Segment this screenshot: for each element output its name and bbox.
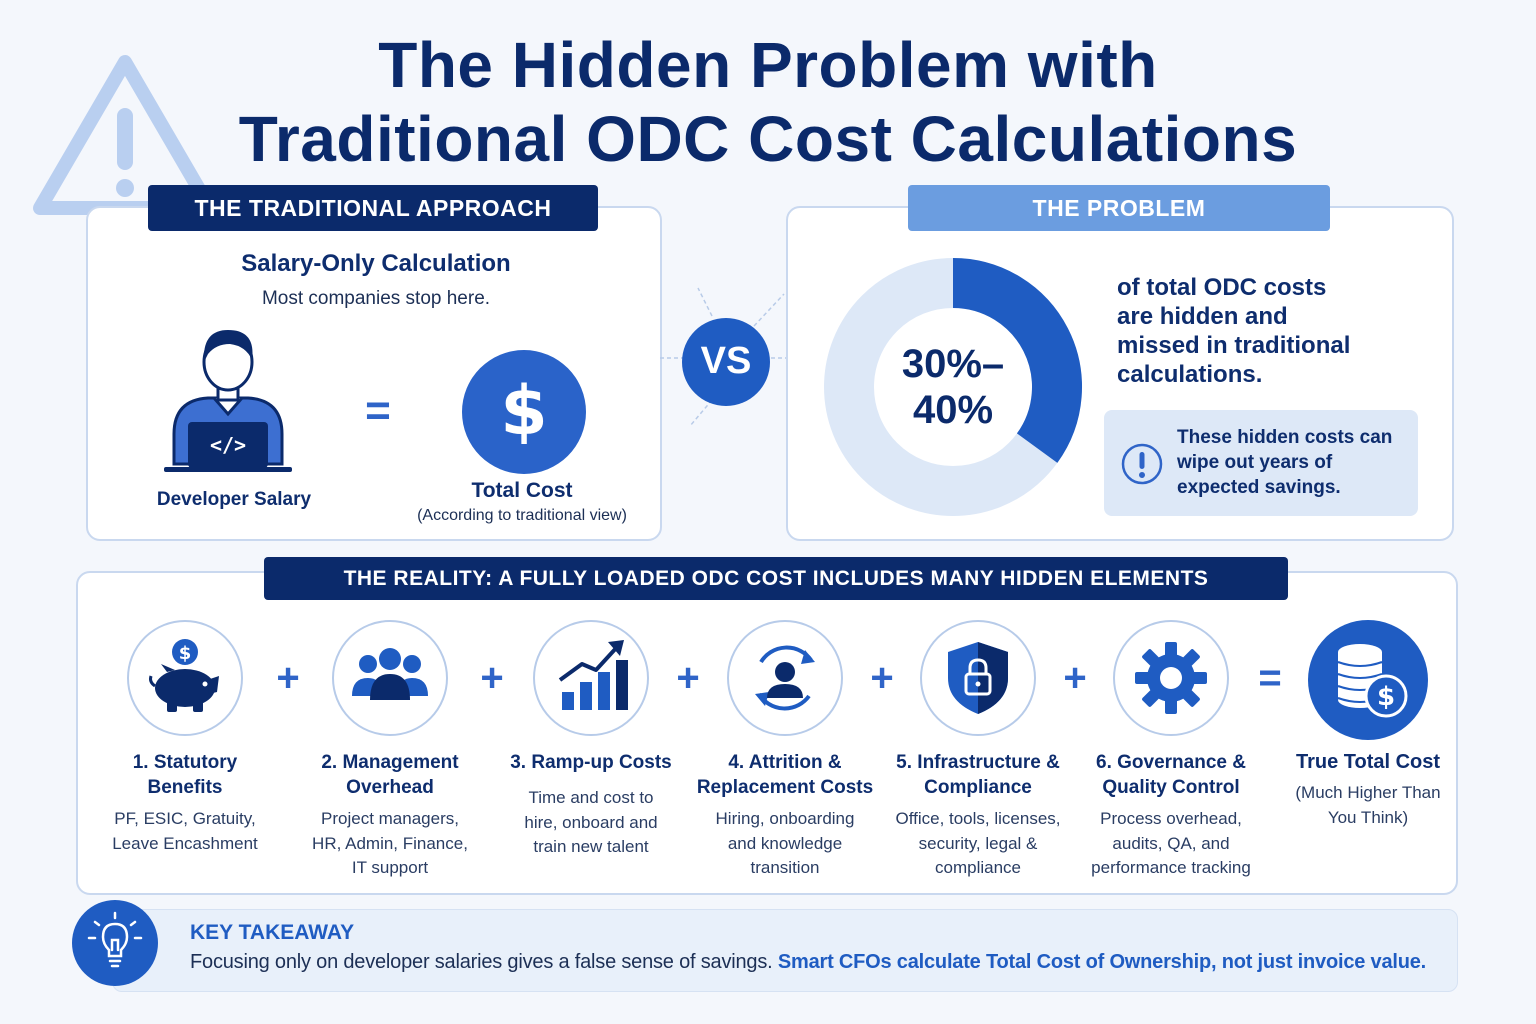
- salary-only-subheading: Most companies stop here.: [261, 288, 491, 309]
- team-icon: [352, 648, 428, 700]
- true-total-cost-title: True Total Cost: [1295, 751, 1441, 773]
- problem-label: THE PROBLEM: [908, 185, 1330, 231]
- traditional-approach-label: THE TRADITIONAL APPROACH: [148, 185, 598, 231]
- piggy-bank-icon: $: [149, 639, 219, 712]
- problem-callout: [1104, 410, 1418, 516]
- ramp-up-costs-circle: [533, 620, 649, 736]
- callout-line-3: expected savings.: [1177, 477, 1341, 498]
- takeaway-body: Focusing only on developer salaries give…: [190, 951, 773, 973]
- item-6-desc: Process overhead, audits, QA, and perfor…: [1091, 809, 1251, 877]
- donut-value-line-2: 40%: [912, 388, 994, 432]
- item-6-title: 6. Governance & Quality Control: [1096, 752, 1246, 798]
- growth-chart-icon: [558, 640, 628, 710]
- item-2-desc: Project managers, HR, Admin, Finance, IT…: [312, 809, 468, 877]
- hidden-cost-donut: [824, 258, 1082, 516]
- salary-only-heading: Salary-Only Calculation: [241, 250, 511, 277]
- plus-sign-1: +: [276, 656, 300, 700]
- problem-text-line-1: of total ODC costs: [1117, 274, 1327, 301]
- callout-line-1: These hidden costs can: [1177, 427, 1393, 448]
- problem-text-line-2: are hidden and: [1117, 303, 1288, 330]
- item-1-title: 1. Statutory Benefits: [132, 752, 238, 798]
- item-1-desc: PF, ESIC, Gratuity, Leave Encashment: [112, 809, 258, 853]
- code-glyph: </>: [210, 433, 246, 457]
- developer-laptop-icon: </>: [164, 330, 292, 472]
- donut-value-line-1: 30%–: [901, 342, 1005, 386]
- coin-stack-icon: $: [1337, 644, 1408, 718]
- vs-badge: [682, 318, 770, 406]
- developer-salary-label: Developer Salary: [156, 489, 312, 510]
- key-takeaway-text: Focusing only on developer salaries give…: [190, 951, 1452, 974]
- item-5-title: 5. Infrastructure & Compliance: [896, 752, 1060, 798]
- total-cost-note: (According to traditional view): [417, 507, 627, 524]
- problem-text-line-4: calculations.: [1117, 361, 1263, 388]
- page-title-line-1: The Hidden Problem with: [378, 29, 1158, 101]
- svg-text:$: $: [500, 372, 547, 451]
- item-4-desc: Hiring, onboarding and knowledge transit…: [715, 809, 855, 877]
- plus-sign-3: +: [676, 656, 700, 700]
- problem-text-line-3: missed in traditional: [1117, 332, 1351, 359]
- plus-sign-2: +: [480, 656, 504, 700]
- item-3-title: 3. Ramp-up Costs: [510, 752, 672, 773]
- item-4-title: 4. Attrition & Replacement Costs: [696, 752, 874, 798]
- item-3-desc: Time and cost to hire, onboard and train…: [524, 788, 658, 856]
- takeaway-highlight: Smart CFOs calculate Total Cost of Owner…: [777, 951, 1427, 973]
- vs-connector-lines: [660, 287, 790, 427]
- vs-label: VS: [700, 340, 752, 382]
- gear-icon: [1135, 642, 1207, 714]
- callout-line-2: wipe out years of: [1177, 452, 1333, 473]
- item-2-title: 2. Management Overhead: [321, 752, 459, 798]
- true-total-cost-desc: (Much Higher Than You Think): [1295, 783, 1441, 827]
- shield-lock-icon: [948, 642, 1008, 714]
- lightbulb-icon: [87, 911, 143, 968]
- equals-sign-reality: =: [1258, 656, 1282, 700]
- svg-text:$: $: [1377, 682, 1395, 712]
- reality-label: THE REALITY: A FULLY LOADED ODC COST INC…: [264, 557, 1288, 600]
- svg-text:$: $: [179, 643, 192, 664]
- item-5-desc: Office, tools, licenses, security, legal…: [895, 809, 1061, 877]
- key-takeaway-heading: KEY TAKEAWAY: [190, 921, 355, 944]
- exclamation-circle-icon: [1121, 443, 1163, 485]
- equals-sign-traditional: =: [365, 386, 391, 435]
- page-title-line-2: Traditional ODC Cost Calculations: [238, 103, 1298, 175]
- plus-sign-4: +: [870, 656, 894, 700]
- key-takeaway-bar: [112, 909, 1458, 992]
- total-cost-label: Total Cost: [471, 479, 573, 502]
- plus-sign-5: +: [1063, 656, 1087, 700]
- person-cycle-icon: [755, 645, 815, 711]
- dollar-coin-icon: $: [462, 350, 586, 474]
